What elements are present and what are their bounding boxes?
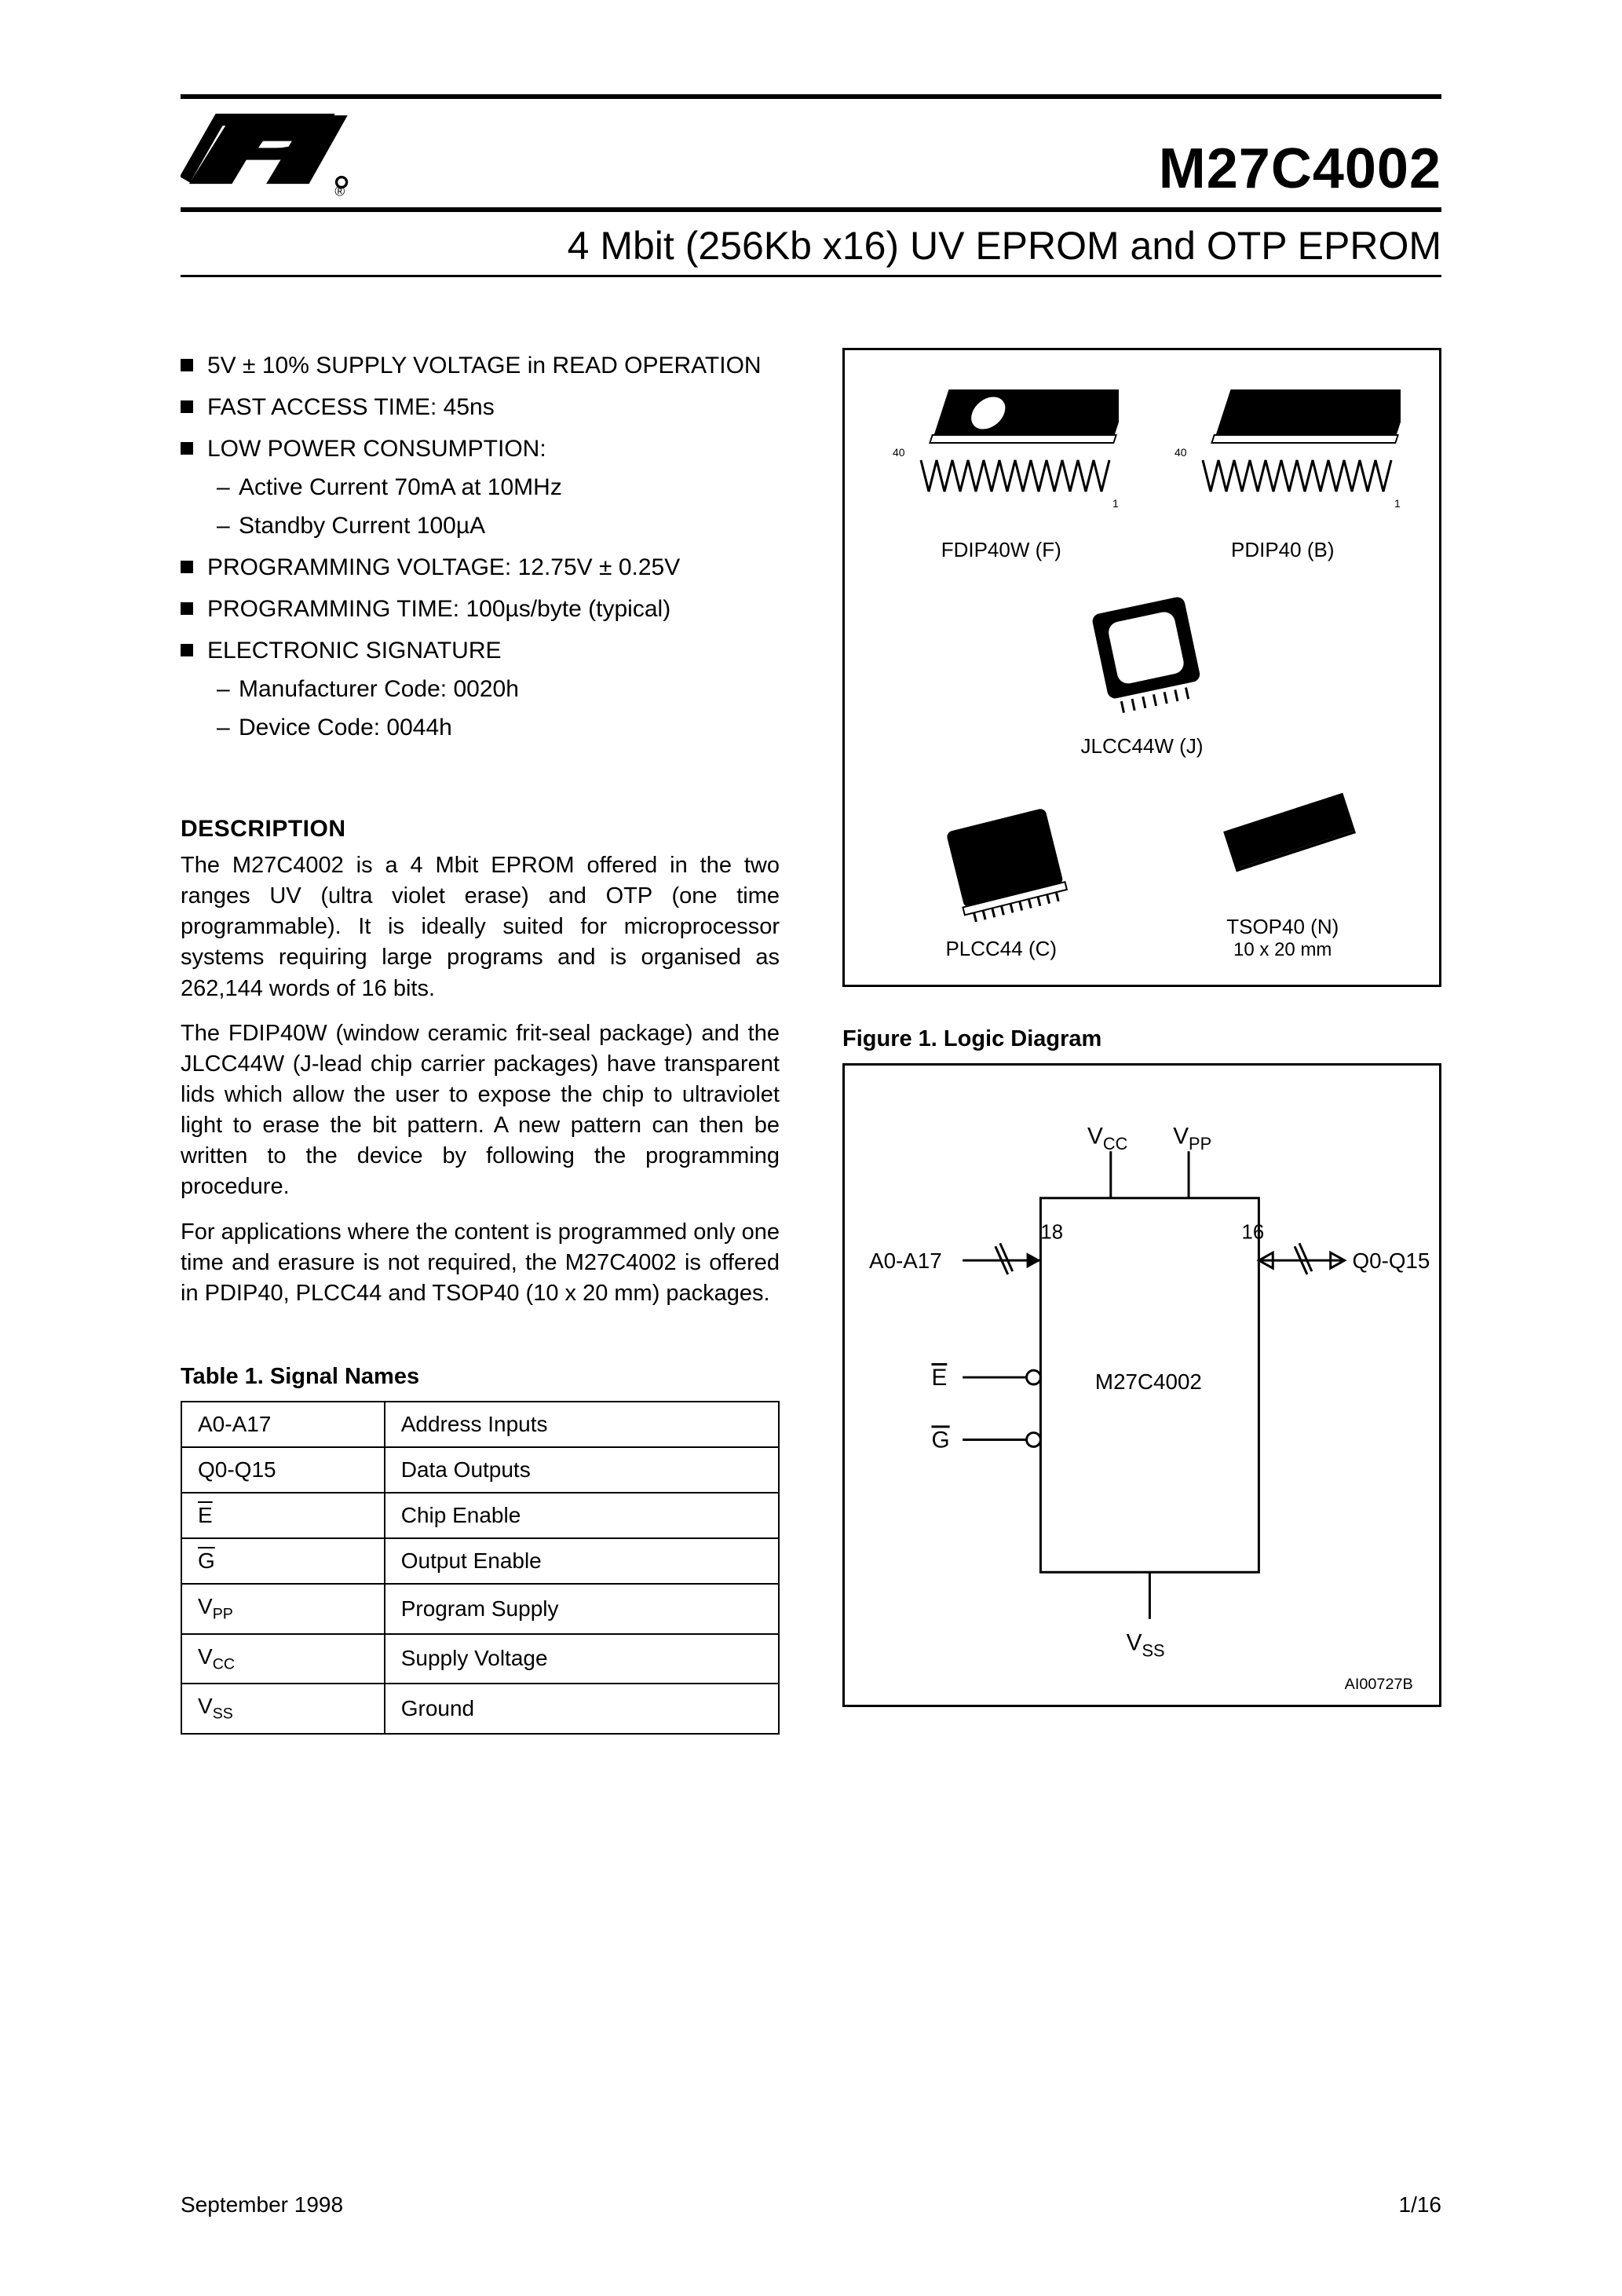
desc-cell: Address Inputs (385, 1402, 779, 1447)
feature-item: PROGRAMMING TIME: 100µs/byte (typical) (181, 591, 780, 627)
svg-text:1: 1 (1394, 497, 1401, 510)
signal-names-table: A0-A17Address Inputs Q0-Q15Data Outputs … (181, 1401, 780, 1735)
svg-text:E: E (931, 1365, 947, 1391)
sig-cell: VPP (181, 1584, 385, 1634)
sig-cell: A0-A17 (181, 1402, 385, 1447)
footer-page: 1/16 (1399, 2192, 1442, 2217)
svg-text:16: 16 (1242, 1221, 1265, 1243)
table-row: VSSGround (181, 1684, 779, 1734)
desc-cell: Ground (385, 1684, 779, 1734)
feature-subitem: Manufacturer Code: 0020h (207, 671, 780, 707)
svg-text:VPP: VPP (1173, 1123, 1211, 1153)
table-row: VCCSupply Voltage (181, 1634, 779, 1684)
package-fdip: 40 1 FDIP40W (F) (883, 374, 1119, 562)
desc-cell: Chip Enable (385, 1493, 779, 1538)
feature-subitem: Standby Current 100µA (207, 508, 780, 543)
feature-item: 5V ± 10% SUPPLY VOLTAGE in READ OPERATIO… (181, 348, 780, 383)
package-jlcc: JLCC44W (J) (1064, 586, 1221, 759)
description-p1: The M27C4002 is a 4 Mbit EPROM offered i… (181, 850, 780, 1004)
sig-cell: G (181, 1538, 385, 1584)
figure1-title: Figure 1. Logic Diagram (842, 1026, 1441, 1052)
footer-date: September 1998 (181, 2192, 343, 2217)
plcc-icon (915, 804, 1087, 922)
description-heading: DESCRIPTION (181, 816, 780, 843)
svg-text:40: 40 (1174, 446, 1187, 459)
part-number: M27C4002 (1159, 137, 1441, 201)
fdip-icon: 40 1 (883, 374, 1119, 523)
desc-cell: Output Enable (385, 1538, 779, 1584)
package-tsop: TSOP40 (N) 10 x 20 mm (1196, 782, 1369, 961)
svg-text:®: ® (334, 183, 345, 199)
svg-text:40: 40 (893, 446, 905, 459)
sig-cell: E (181, 1493, 385, 1538)
footer: September 1998 1/16 (181, 2192, 1441, 2217)
feature-item: PROGRAMMING VOLTAGE: 12.75V ± 0.25V (181, 550, 780, 585)
svg-text:Q0-Q15: Q0-Q15 (1353, 1249, 1430, 1273)
description-body: The M27C4002 is a 4 Mbit EPROM offered i… (181, 850, 780, 1309)
svg-text:VCC: VCC (1087, 1123, 1127, 1153)
header: ® M27C4002 (181, 107, 1441, 201)
table-row: GOutput Enable (181, 1538, 779, 1584)
logic-diagram: VCC VPP VSS 18 A0-A17 16 Q0-Q15 (842, 1063, 1441, 1707)
st-logo: ® (181, 107, 352, 201)
jlcc-icon (1064, 586, 1221, 719)
sig-cell: VCC (181, 1634, 385, 1684)
feature-subitem: Device Code: 0044h (207, 710, 780, 745)
packages-figure: 40 1 FDIP40W (F) 40 1 (842, 348, 1441, 987)
feature-subitem: Active Current 70mA at 10MHz (207, 470, 780, 505)
feature-item: LOW POWER CONSUMPTION: Active Current 70… (181, 431, 780, 543)
package-pdip: 40 1 PDIP40 (B) (1165, 374, 1401, 562)
sig-cell: Q0-Q15 (181, 1447, 385, 1493)
description-p3: For applications where the content is pr… (181, 1217, 780, 1309)
desc-cell: Program Supply (385, 1584, 779, 1634)
sig-cell: VSS (181, 1684, 385, 1734)
svg-text:18: 18 (1040, 1221, 1063, 1243)
pdip-icon: 40 1 (1165, 374, 1401, 523)
feature-item: FAST ACCESS TIME: 45ns (181, 389, 780, 425)
desc-cell: Supply Voltage (385, 1634, 779, 1684)
subtitle: 4 Mbit (256Kb x16) UV EPROM and OTP EPRO… (181, 223, 1441, 269)
svg-text:VSS: VSS (1127, 1630, 1165, 1661)
table1-title: Table 1. Signal Names (181, 1364, 780, 1390)
table-row: Q0-Q15Data Outputs (181, 1447, 779, 1493)
features-list: 5V ± 10% SUPPLY VOLTAGE in READ OPERATIO… (181, 348, 780, 745)
table-row: VPPProgram Supply (181, 1584, 779, 1634)
description-p2: The FDIP40W (window ceramic frit-seal pa… (181, 1018, 780, 1203)
feature-item: ELECTRONIC SIGNATURE Manufacturer Code: … (181, 633, 780, 745)
tsop-icon (1196, 782, 1369, 900)
svg-text:A0-A17: A0-A17 (869, 1249, 942, 1273)
table-row: EChip Enable (181, 1493, 779, 1538)
svg-text:G: G (931, 1427, 949, 1453)
svg-text:M27C4002: M27C4002 (1095, 1369, 1202, 1394)
package-plcc: PLCC44 (C) (915, 804, 1087, 961)
svg-text:1: 1 (1112, 497, 1119, 510)
table-row: A0-A17Address Inputs (181, 1402, 779, 1447)
svg-text:AI00727B: AI00727B (1345, 1676, 1413, 1693)
desc-cell: Data Outputs (385, 1447, 779, 1493)
